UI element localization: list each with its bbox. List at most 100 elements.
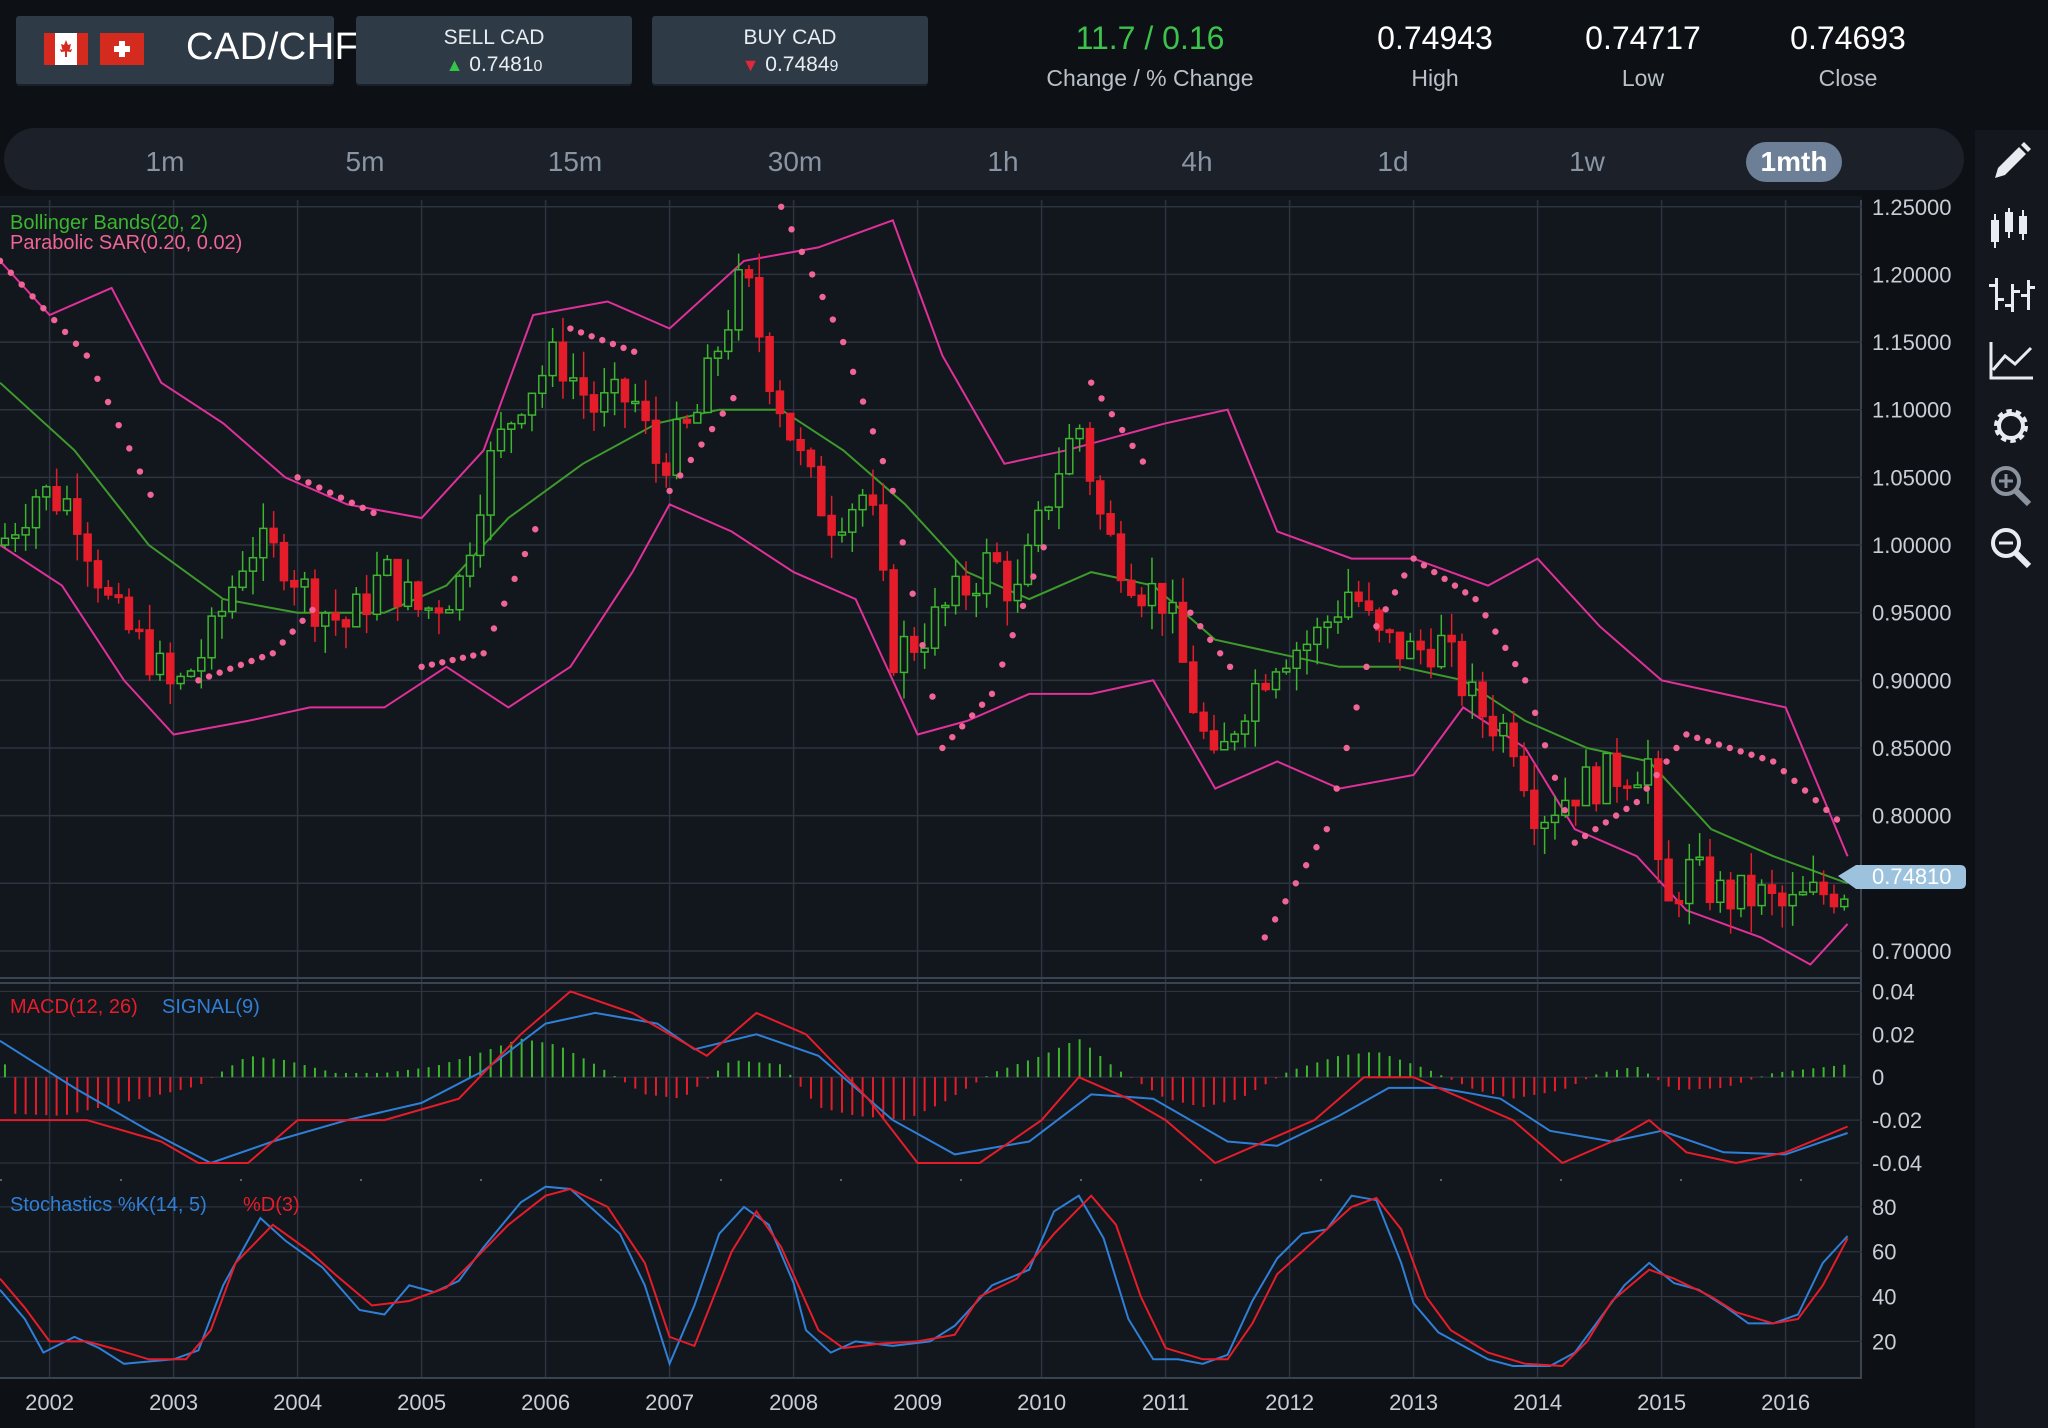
- x-tick-label: 2013: [1389, 1390, 1438, 1415]
- timeframe-4h[interactable]: 4h: [1181, 146, 1213, 177]
- ohlc-bars-icon[interactable]: [1985, 268, 2037, 320]
- sar-dot: [115, 421, 122, 429]
- candle-up: [1065, 437, 1074, 475]
- sell-button[interactable]: SELL CAD ▲ 0.74810: [356, 16, 632, 84]
- candle-down: [910, 635, 919, 653]
- sell-price-pip: 0: [533, 58, 543, 75]
- candle-up: [1147, 582, 1157, 607]
- candle-down: [827, 514, 836, 536]
- price-chart[interactable]: 2002 2003 2004 2005 2006 2007 2008 2009 2010 2011…: [0, 196, 1975, 1428]
- sar-dot: [630, 348, 638, 355]
- timeframe-1mth[interactable]: 1mth: [1746, 142, 1842, 182]
- sar-dot: [1801, 787, 1809, 794]
- candle-down: [641, 400, 650, 422]
- main-pane: [0, 203, 1849, 966]
- candle-down: [1530, 789, 1539, 830]
- candle-down: [414, 581, 423, 611]
- change-value: 11.7 / 0.16: [1075, 20, 1225, 56]
- price-tick-label: 1.15000: [1872, 330, 1952, 355]
- timeframe-15m[interactable]: 15m: [547, 146, 603, 177]
- candle-up: [693, 411, 702, 424]
- chart-toolbar: [1975, 130, 2048, 1428]
- sar-dot: [730, 394, 737, 402]
- candle-up: [1333, 616, 1343, 623]
- candle-up: [424, 607, 433, 611]
- sar-dot: [1216, 650, 1224, 657]
- sar-dot: [909, 590, 916, 597]
- sar-dot: [1633, 798, 1641, 806]
- sar-dot: [1391, 589, 1399, 596]
- candle-up: [186, 670, 196, 678]
- current-price-tag: 0.74810: [1838, 864, 1966, 889]
- candle-up: [1685, 858, 1694, 905]
- timeframe-1m[interactable]: 1m: [145, 146, 185, 177]
- sar-dot: [1226, 663, 1234, 670]
- candle-up: [538, 374, 547, 395]
- buy-button[interactable]: BUY CAD ▼ 0.74849: [652, 16, 928, 84]
- close-stat: 0.74693 Close: [1748, 20, 1948, 92]
- candle-down: [744, 269, 754, 279]
- sar-dot: [1812, 796, 1819, 804]
- candle-up: [1643, 758, 1653, 786]
- candle-down: [434, 607, 444, 614]
- sar-dot: [939, 744, 946, 752]
- timeframe-30m[interactable]: 30m: [767, 146, 823, 177]
- buy-price-pip: 9: [829, 58, 839, 75]
- timeframe-1d[interactable]: 1d: [1377, 146, 1409, 177]
- sar-dot: [1551, 774, 1559, 781]
- x-tick-label: 2011: [1142, 1390, 1189, 1415]
- sar-dot: [316, 484, 323, 491]
- timeframe-5m[interactable]: 5m: [345, 146, 385, 177]
- candle-up: [465, 554, 475, 577]
- candle-up: [734, 269, 743, 331]
- candle-up: [1075, 427, 1084, 440]
- sar-dot: [1207, 636, 1214, 643]
- candle-up: [1581, 766, 1591, 807]
- candle-down: [1261, 682, 1270, 691]
- candlestick-icon[interactable]: [1985, 202, 2037, 254]
- timeframe-1h[interactable]: 1h: [987, 146, 1019, 177]
- pair-name: CAD/CHF: [186, 26, 359, 68]
- candle-up: [1302, 643, 1312, 652]
- sar-dot: [1108, 411, 1116, 418]
- macd-legend: MACD(12, 26): [10, 996, 138, 1018]
- candle-down: [1654, 758, 1663, 861]
- timeframe-1w[interactable]: 1w: [1569, 146, 1605, 177]
- macd-tick-label: 0: [1872, 1065, 1884, 1090]
- price-tick-label: 0.70000: [1872, 939, 1952, 964]
- sar-dot: [279, 639, 286, 646]
- candle-up: [1271, 671, 1281, 691]
- candle-up: [1716, 879, 1725, 904]
- sar-dot: [988, 690, 996, 698]
- sar-dot: [1197, 623, 1204, 630]
- candle-down: [310, 578, 320, 627]
- candle-down: [1829, 893, 1839, 908]
- candle-down: [1158, 582, 1167, 614]
- buy-label: BUY CAD: [743, 26, 837, 49]
- currency-pair-selector[interactable]: CAD/CHF: [16, 16, 358, 84]
- candle-up: [1023, 544, 1033, 586]
- candle-down: [868, 494, 878, 506]
- candle-down: [1705, 856, 1715, 904]
- candle-up: [703, 357, 712, 414]
- zoom-out-icon[interactable]: [1985, 522, 2037, 574]
- sar-dot: [1694, 734, 1701, 742]
- sar-legend: Parabolic SAR(0.20, 0.02): [10, 232, 242, 254]
- pencil-icon[interactable]: [1985, 136, 2037, 188]
- sar-dot: [7, 269, 15, 276]
- candle-up: [899, 635, 909, 674]
- candle-down: [1096, 480, 1105, 515]
- zoom-in-icon[interactable]: [1985, 460, 2037, 512]
- sar-dot: [1472, 595, 1479, 603]
- current-price-label: 0.74810: [1872, 864, 1952, 889]
- candle-down: [135, 628, 144, 633]
- stochastics-d-line: [0, 1187, 1849, 1368]
- gear-icon[interactable]: [1985, 400, 2037, 452]
- price-tick-label: 0.95000: [1872, 601, 1952, 626]
- candle-up: [920, 647, 929, 653]
- candle-down: [961, 575, 971, 596]
- line-chart-icon[interactable]: [1985, 334, 2037, 386]
- sar-dot: [470, 652, 477, 659]
- candle-down: [1003, 560, 1012, 602]
- switzerland-flag-icon: [100, 33, 144, 65]
